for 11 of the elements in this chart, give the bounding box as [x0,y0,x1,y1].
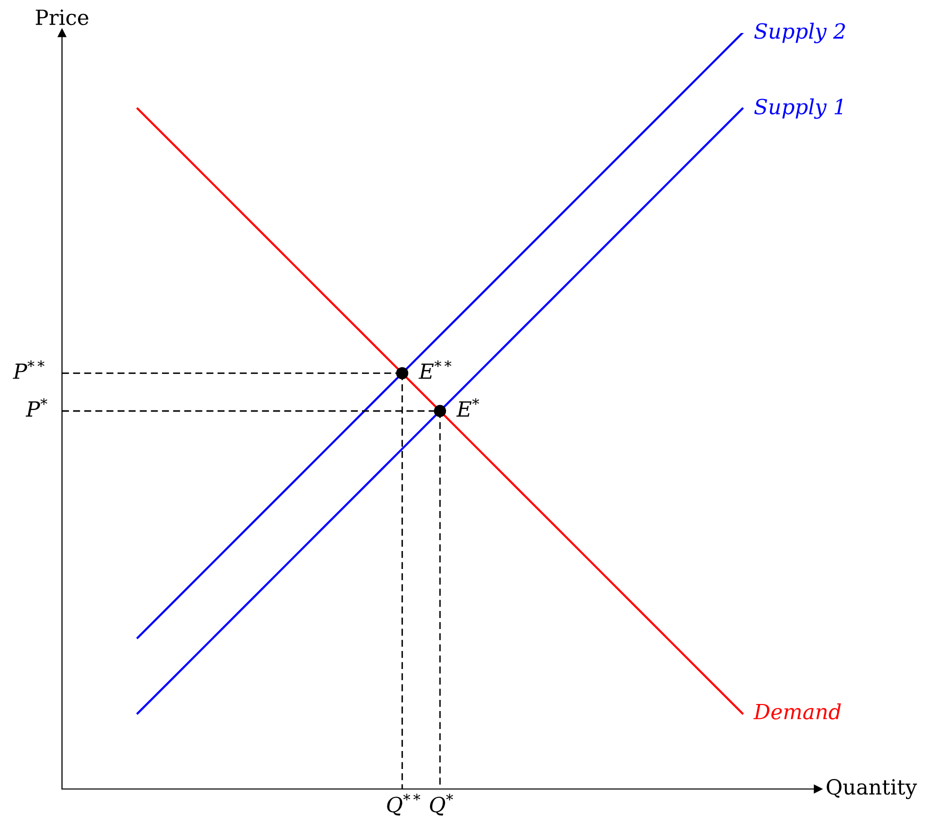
x-tick-label: Q$^{**}$ [387,794,420,816]
x-axis-title: Quantity [826,778,918,800]
series-label: P$^{*}$ [26,398,48,417]
y-axis-title: Price [36,10,88,26]
series-label: Demand [753,703,841,720]
series-label: Supply 2 [754,22,845,44]
annotation: E$^{**}$ [418,360,452,379]
annotation: E$^{*}$ [456,398,480,417]
x-tick-label: Q$^{*}$ [430,794,454,816]
series-label: Supply 1 [754,98,842,119]
series-label: P$^{**}$ [12,360,44,379]
